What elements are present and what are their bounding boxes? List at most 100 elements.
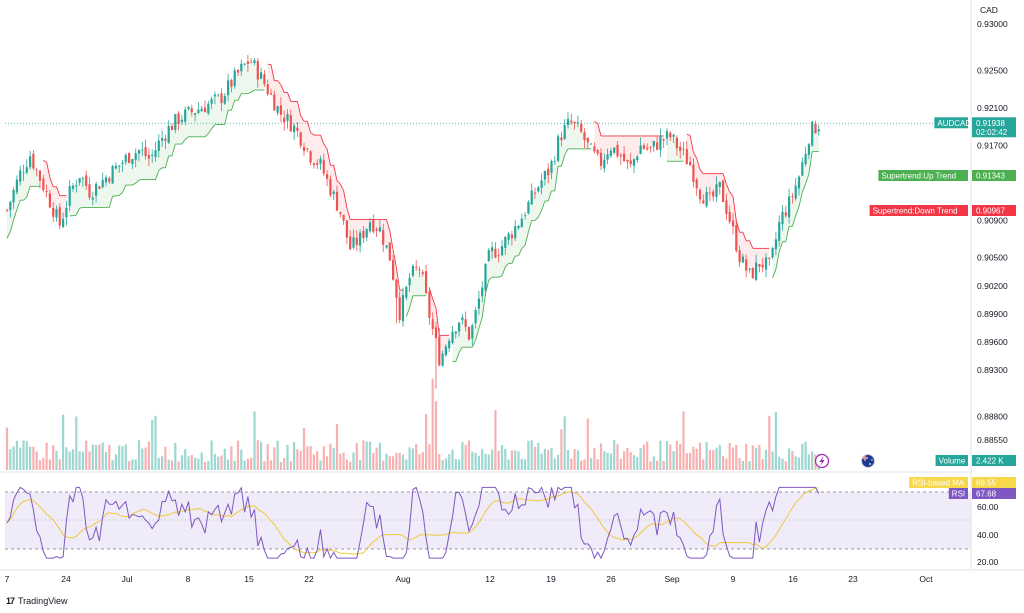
volume-bar: [276, 440, 279, 470]
volume-bar: [636, 456, 639, 470]
symbol-value-bg: [972, 117, 1016, 138]
supertrend-down-line: [696, 158, 701, 170]
volume-bar: [801, 443, 804, 470]
candle-body: [599, 152, 603, 166]
supertrend-up-line: [481, 293, 486, 318]
volume-bar: [725, 458, 728, 470]
candle-body: [791, 196, 794, 198]
candle-body: [669, 132, 672, 138]
supertrend-fill: [125, 157, 130, 186]
supertrend-fill: [627, 135, 631, 163]
date-axis-tick: 12: [485, 574, 495, 584]
supertrend-fill: [211, 95, 215, 129]
supertrend-down-tag-label: Supertrend:Down Trend: [873, 207, 958, 216]
date-axis-tick: 7: [5, 574, 10, 584]
date-axis-tick: 26: [606, 574, 616, 584]
candle-body: [425, 271, 428, 293]
candle-body: [137, 150, 141, 154]
candle-body: [78, 178, 81, 183]
supertrend-fill: [142, 149, 146, 180]
volume-bar: [197, 458, 200, 470]
symbol-label-bg: [934, 117, 968, 129]
supertrend-fill: [353, 219, 357, 243]
rsi-tag-value: 67.68: [976, 490, 997, 499]
volume-bar: [349, 461, 352, 470]
candle-body: [266, 84, 269, 95]
volume-bar: [718, 445, 721, 470]
candle-body: [632, 159, 636, 166]
candle-body: [527, 201, 530, 214]
supertrend-up-line: [524, 231, 529, 246]
supertrend-fill: [172, 122, 176, 156]
price-axis[interactable]: CAD0.930000.925000.921000.917000.909000.…: [977, 5, 1008, 445]
date-axis-tick: 22: [304, 574, 314, 584]
rsi-pane[interactable]: [5, 486, 971, 560]
supertrend-down-line: [689, 135, 694, 153]
candle-body: [104, 177, 108, 183]
volume-bar: [441, 460, 444, 470]
supertrend-down-line: [693, 151, 698, 159]
candle-body: [293, 125, 296, 133]
volume-bar: [791, 451, 794, 470]
date-axis[interactable]: 7 24 Jul 8 15 22 Aug 12 19 26 Sep 9 16 23 Oct: [5, 574, 934, 584]
candle-body: [378, 227, 381, 232]
candle-body: [662, 139, 665, 141]
candle-body: [665, 131, 669, 139]
candle-body: [517, 225, 520, 229]
australia-flag-icon[interactable]: [861, 454, 875, 468]
candle-body: [728, 211, 731, 222]
candle-body: [718, 181, 721, 187]
volume-bar: [702, 459, 705, 470]
date-axis-tick: Sep: [664, 574, 679, 584]
candle-body: [619, 155, 622, 157]
candle-body: [778, 221, 781, 241]
candle-body: [771, 248, 774, 258]
supertrend-fill: [670, 135, 674, 162]
volume-bar: [751, 445, 754, 470]
volume-bar: [217, 456, 220, 470]
candle-body: [98, 186, 101, 190]
volume-bar: [580, 460, 583, 470]
volume-bar: [543, 448, 546, 470]
candle-body: [474, 310, 477, 324]
date-axis-tick: 15: [244, 574, 254, 584]
supertrend-fill: [525, 207, 529, 246]
candle-body: [524, 215, 527, 217]
candle-body: [392, 260, 395, 280]
candle-body: [194, 113, 197, 115]
volume-bar: [19, 447, 22, 470]
candle-body: [355, 237, 358, 246]
candle-body: [705, 191, 708, 207]
candle-body: [467, 326, 471, 340]
volume-bar: [58, 459, 61, 470]
candle-body: [788, 196, 791, 218]
candle-body: [626, 160, 629, 162]
volume-bar: [481, 449, 484, 470]
supertrend-down-line: [597, 123, 602, 137]
supertrend-fill: [244, 62, 248, 94]
tradingview-logo[interactable]: 17 TradingView: [6, 596, 68, 606]
candle-body: [811, 121, 814, 146]
candle-body: [748, 268, 751, 270]
candle-body: [302, 147, 306, 152]
price-pane[interactable]: [5, 55, 971, 389]
supertrend-fill: [495, 253, 499, 278]
supertrend-down-line: [346, 207, 351, 220]
volume-bar: [431, 378, 434, 470]
candle-body: [715, 184, 718, 197]
supertrend-fill: [73, 185, 77, 216]
supertrend-up-line: [409, 295, 414, 308]
supertrend-fill: [7, 205, 11, 239]
volume-bar: [372, 452, 375, 470]
supertrend-down-line: [386, 219, 391, 231]
supertrend-fill: [630, 135, 634, 163]
volume-bar: [385, 453, 388, 470]
supertrend-down-line: [49, 177, 54, 187]
candle-body: [253, 60, 256, 64]
price-axis-tick: 0.92100: [977, 103, 1008, 113]
lightning-icon[interactable]: [814, 453, 830, 469]
candle-body: [514, 226, 517, 238]
candle-body: [22, 172, 25, 174]
candle-body: [207, 103, 210, 114]
